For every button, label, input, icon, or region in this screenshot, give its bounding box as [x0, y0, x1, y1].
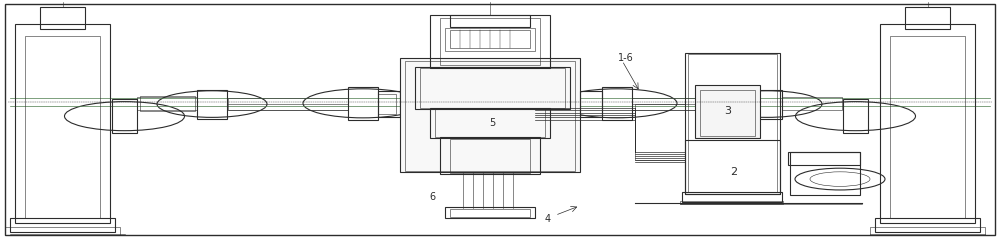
Bar: [602, 87, 632, 120]
Bar: [875, 218, 980, 232]
Bar: [378, 94, 396, 114]
Bar: [430, 108, 550, 138]
Text: 5: 5: [489, 118, 495, 128]
Bar: [450, 15, 530, 27]
Bar: [445, 207, 535, 218]
Bar: [870, 227, 985, 235]
Bar: [378, 91, 400, 117]
Text: 4: 4: [545, 214, 551, 224]
Bar: [695, 85, 760, 138]
Bar: [685, 140, 780, 194]
Bar: [140, 96, 195, 111]
Bar: [400, 58, 580, 172]
Bar: [435, 109, 545, 137]
Bar: [782, 97, 842, 110]
Text: 1-6: 1-6: [618, 53, 634, 63]
Bar: [440, 137, 540, 174]
Bar: [15, 24, 110, 223]
Bar: [450, 139, 530, 173]
Bar: [580, 91, 602, 117]
Bar: [430, 15, 550, 68]
Text: 6: 6: [429, 192, 435, 202]
Bar: [348, 87, 378, 120]
Bar: [682, 192, 782, 202]
Bar: [680, 201, 783, 204]
Bar: [700, 90, 755, 136]
Bar: [415, 67, 570, 109]
Bar: [890, 36, 965, 218]
Bar: [112, 99, 137, 133]
Bar: [635, 104, 685, 160]
Bar: [5, 227, 120, 235]
Bar: [450, 209, 530, 217]
Bar: [905, 7, 950, 29]
Bar: [843, 99, 868, 133]
Bar: [228, 98, 348, 110]
Text: 2: 2: [730, 167, 738, 177]
Bar: [790, 152, 860, 195]
Bar: [450, 30, 530, 48]
Bar: [25, 36, 100, 218]
Bar: [685, 53, 780, 194]
Bar: [197, 90, 227, 119]
Bar: [405, 60, 575, 171]
Bar: [445, 28, 535, 51]
Bar: [420, 68, 565, 108]
Bar: [752, 90, 782, 119]
Bar: [137, 97, 197, 110]
Bar: [40, 7, 85, 29]
Bar: [10, 218, 115, 232]
Text: 3: 3: [724, 106, 732, 116]
Bar: [440, 18, 540, 65]
Bar: [688, 54, 777, 192]
Bar: [788, 152, 860, 165]
Bar: [632, 98, 752, 110]
Bar: [880, 24, 975, 223]
